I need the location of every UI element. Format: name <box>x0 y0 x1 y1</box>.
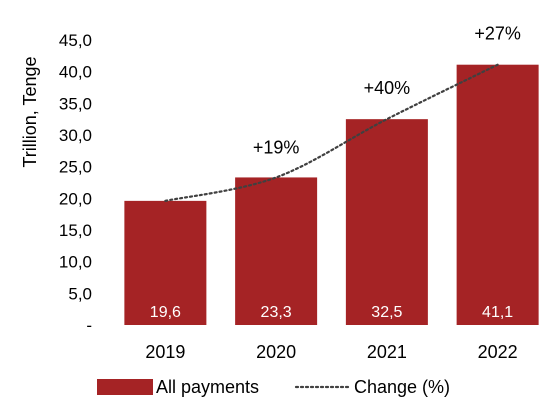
legend: All payments Change (%) <box>97 377 450 397</box>
y-tick-label: - <box>86 316 92 335</box>
change-label: +27% <box>474 24 521 44</box>
y-axis-ticks: - 5,0 10,0 15,0 20,0 25,0 30,0 35,0 40,0 45,0 <box>59 31 92 335</box>
x-tick-label: 2021 <box>367 342 407 362</box>
y-tick-label: 45,0 <box>59 31 92 50</box>
y-tick-label: 20,0 <box>59 189 92 208</box>
legend-swatch-all-payments <box>97 379 153 395</box>
legend-label-change: Change (%) <box>354 377 450 397</box>
y-tick-label: 15,0 <box>59 221 92 240</box>
bar-value-label: 23,3 <box>261 304 292 321</box>
bar-2020 <box>235 177 318 325</box>
x-tick-label: 2019 <box>145 342 185 362</box>
x-axis-ticks: 2019 2020 2021 2022 <box>145 342 517 362</box>
bar-value-label: 19,6 <box>150 304 181 321</box>
y-tick-label: 30,0 <box>59 126 92 145</box>
y-tick-label: 25,0 <box>59 158 92 177</box>
change-label: +19% <box>253 137 300 157</box>
change-line <box>164 63 499 202</box>
bar-2022 <box>456 64 539 325</box>
y-tick-label: 5,0 <box>68 284 92 303</box>
change-labels: +19% +40% +27% <box>253 24 521 158</box>
bar-value-labels: 19,6 23,3 32,5 41,1 <box>150 304 513 321</box>
bar-value-label: 41,1 <box>482 304 513 321</box>
legend-label-all-payments: All payments <box>156 377 259 397</box>
y-tick-label: 40,0 <box>59 63 92 82</box>
bar-2019 <box>124 200 207 325</box>
y-tick-label: 10,0 <box>59 253 92 272</box>
y-axis-label: Trillion, Tenge <box>20 56 40 167</box>
bars <box>124 64 539 326</box>
bar-value-label: 32,5 <box>371 304 402 321</box>
x-tick-label: 2020 <box>256 342 296 362</box>
y-tick-label: 35,0 <box>59 94 92 113</box>
change-label: +40% <box>364 78 411 98</box>
bar-2021 <box>345 119 428 326</box>
x-tick-label: 2022 <box>478 342 518 362</box>
